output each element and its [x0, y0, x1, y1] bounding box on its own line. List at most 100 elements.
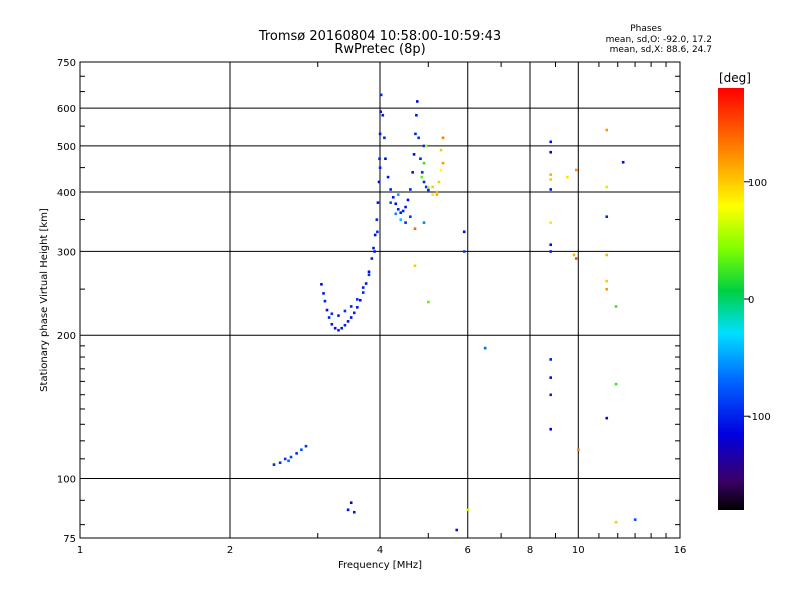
y-tick-label: 100 [57, 475, 76, 486]
data-point [422, 161, 426, 165]
data-point [379, 110, 382, 114]
data-point [614, 382, 618, 386]
stats-o-line: mean, sd,O: -92.0, 17.2 [606, 35, 712, 45]
data-point [549, 221, 553, 224]
data-point [300, 448, 303, 452]
data-point [605, 185, 609, 189]
x-tick-label: 8 [527, 545, 533, 556]
y-tick-label: 300 [57, 247, 76, 258]
data-point [419, 157, 422, 161]
data-point [439, 148, 443, 152]
data-point [549, 178, 553, 181]
data-point [411, 171, 414, 174]
data-point [355, 298, 359, 301]
data-point [367, 270, 371, 274]
data-point [427, 188, 430, 192]
data-point [349, 316, 353, 319]
data-point [384, 157, 387, 161]
data-point [367, 273, 371, 277]
data-point [413, 264, 417, 268]
x-tick-label: 4 [377, 545, 383, 556]
data-point [431, 193, 434, 196]
data-point [549, 173, 553, 177]
data-point [605, 253, 609, 257]
y-tick-label: 500 [57, 142, 76, 153]
data-point [399, 211, 403, 214]
data-point [549, 140, 553, 144]
y-tick-label: 750 [57, 58, 76, 69]
colorbar-tick-label: -100 [748, 412, 771, 423]
data-point [352, 510, 356, 514]
data-point [278, 461, 282, 465]
data-point [605, 416, 609, 420]
data-point [391, 195, 395, 199]
y-axis-label: Stationary phase Virtual Height [km] [39, 208, 50, 392]
data-point [389, 201, 392, 204]
data-point [373, 250, 376, 253]
data-point [549, 393, 553, 397]
data-point [330, 312, 334, 316]
x-tick-label: 16 [674, 545, 687, 556]
data-point [565, 175, 569, 179]
data-point [323, 299, 327, 303]
data-point [577, 448, 580, 452]
chart-subtitle: RwPretec (8p) [334, 42, 425, 57]
grid-lines [80, 62, 680, 538]
y-tick-label: 600 [57, 104, 76, 115]
data-point [378, 132, 382, 136]
data-point [455, 528, 459, 532]
data-point [396, 207, 400, 211]
data-point [415, 113, 418, 117]
data-point [346, 320, 350, 323]
data-point [466, 508, 470, 512]
data-point [378, 166, 382, 170]
data-point [574, 257, 578, 260]
data-point [605, 128, 609, 132]
data-point [378, 157, 381, 161]
x-tick-label: 2 [227, 545, 233, 556]
data-point [441, 136, 445, 140]
data-point [605, 279, 609, 283]
data-point [413, 227, 417, 231]
data-point [549, 188, 553, 191]
data-point [364, 282, 368, 285]
data-point [441, 161, 445, 165]
data-point [404, 205, 407, 209]
data-point [386, 175, 390, 179]
data-point [420, 175, 424, 179]
data-point [549, 358, 553, 361]
data-point [424, 144, 428, 148]
colorbar [718, 88, 744, 510]
x-tick-label: 1 [77, 545, 83, 556]
data-point [414, 132, 417, 136]
data-point [549, 150, 553, 154]
data-point [283, 457, 287, 461]
data-point [549, 250, 553, 253]
data-point [376, 201, 380, 204]
stats-x-line: mean, sd,X: 88.6, 24.7 [610, 45, 712, 55]
data-point [401, 209, 405, 213]
data-point [483, 346, 487, 350]
data-point [422, 144, 426, 148]
chart-title: Tromsø 20160804 10:58:00-10:59:43 [258, 29, 501, 44]
data-point [399, 218, 403, 221]
y-tick-label: 75 [63, 534, 76, 545]
data-point [333, 326, 337, 330]
colorbar-ticks: 100 0 -100 [744, 178, 771, 423]
data-point [409, 188, 412, 191]
data-point [361, 291, 365, 294]
data-point [337, 328, 340, 332]
data-point [375, 218, 379, 221]
data-point [379, 93, 383, 97]
data-point [462, 250, 466, 253]
data-point [337, 314, 340, 317]
data-point [605, 287, 609, 291]
data-point [412, 153, 416, 156]
data-point [325, 308, 329, 312]
data-point [427, 185, 430, 189]
data-point [304, 444, 308, 448]
data-point [574, 168, 578, 172]
data-point [404, 221, 407, 224]
data-point [435, 190, 439, 194]
